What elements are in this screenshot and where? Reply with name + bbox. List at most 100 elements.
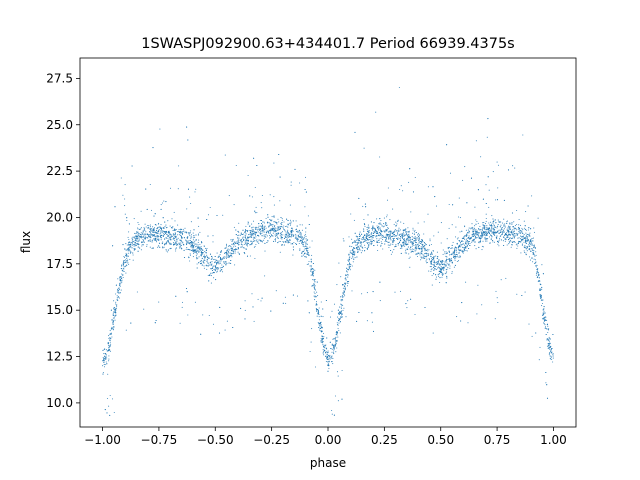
data-point [314,299,316,301]
data-point [491,228,493,230]
data-point [513,230,515,232]
data-point [400,244,402,246]
data-point [354,257,356,259]
data-point [165,248,167,251]
data-point [322,346,325,348]
data-point [215,279,217,281]
data-point [445,255,447,257]
data-point [334,346,336,348]
data-point [318,316,320,318]
data-point [165,233,168,235]
data-point [159,227,161,229]
data-point [501,227,503,230]
data-point [340,310,342,312]
data-point [368,231,370,233]
data-point [320,324,322,326]
data-point [260,219,263,222]
data-point [113,317,116,319]
data-point [216,214,218,217]
data-point [487,231,489,233]
data-point [534,265,537,267]
data-point [364,224,366,226]
data-point [390,249,392,252]
data-point [323,349,325,351]
data-point [387,227,389,229]
data-point [216,252,218,254]
data-point [373,231,375,233]
data-point [523,234,525,236]
data-point [136,231,138,233]
data-point [209,262,211,264]
data-point [148,235,150,237]
data-point [203,245,205,247]
data-point [363,237,365,239]
data-point [311,328,313,330]
data-point [279,176,281,178]
data-point [204,257,206,259]
data-point [493,229,495,231]
data-point [484,228,486,230]
data-point [200,247,202,249]
data-point [428,244,431,246]
data-point [504,226,506,228]
data-point [255,243,257,246]
data-point [153,231,155,233]
data-point [150,232,152,235]
data-point [353,219,355,221]
data-point [184,231,186,233]
data-point [395,245,397,247]
data-point [354,247,356,250]
data-point [109,330,111,332]
data-point [518,227,521,230]
data-point [358,248,360,250]
data-point [401,233,403,235]
data-point [471,235,473,237]
data-point [211,257,213,259]
data-point [366,241,368,244]
data-point [489,230,491,232]
data-point [491,225,493,227]
data-point [544,326,547,328]
data-point [520,252,522,254]
data-point [314,281,316,283]
data-point [542,299,544,301]
data-point [133,245,135,247]
data-point [513,235,515,237]
data-point [108,358,110,360]
data-point [507,236,509,238]
data-point [505,277,507,279]
data-point [516,243,518,245]
data-point [412,241,414,243]
data-point [245,238,247,240]
data-point [527,229,529,231]
data-point [275,222,278,224]
data-point [271,235,273,237]
data-point [434,268,437,270]
data-point [313,291,315,293]
data-point [511,237,513,239]
data-point [181,247,183,249]
data-point [493,224,495,226]
data-point [503,225,505,227]
data-point [246,229,248,232]
data-point [410,241,412,243]
data-point [500,239,502,241]
data-point [226,255,228,257]
data-point [377,249,379,252]
data-point [282,227,284,229]
data-point [314,269,316,271]
data-point [352,250,354,252]
data-point [103,358,105,360]
data-point [289,239,291,241]
data-point [357,247,359,249]
data-point [202,251,204,254]
data-point [382,236,384,238]
data-point [234,250,236,252]
data-point [435,276,438,278]
data-point [435,265,437,268]
data-point [359,241,362,243]
data-point [159,236,162,238]
data-point [442,253,444,255]
data-point [189,235,191,237]
